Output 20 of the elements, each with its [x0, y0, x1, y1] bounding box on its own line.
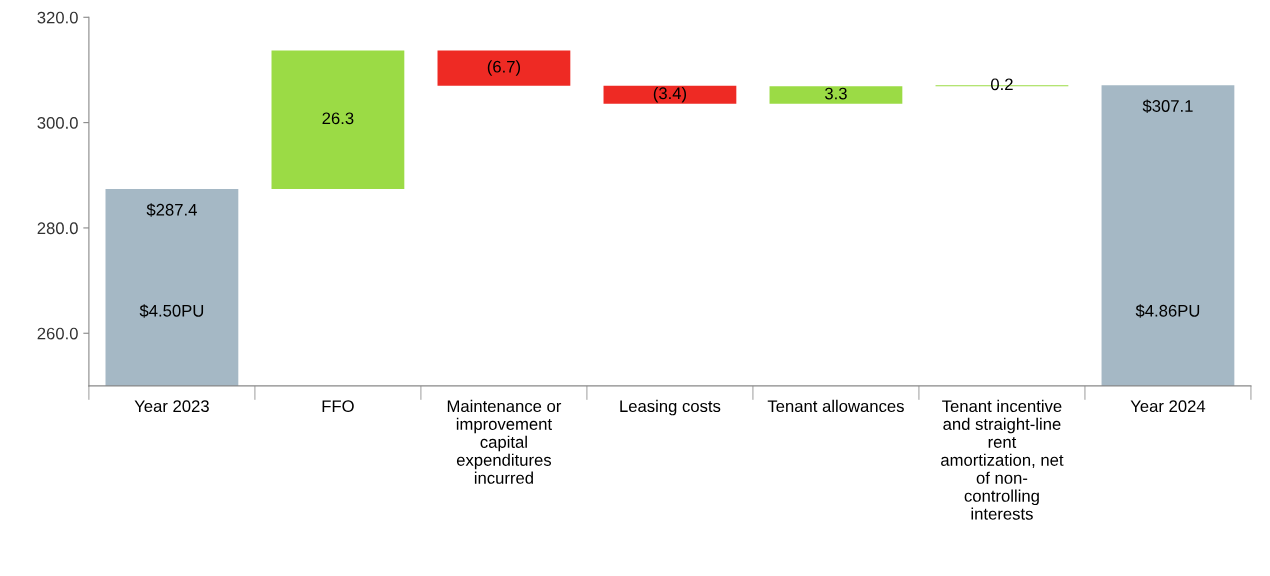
- x-tick-label: Leasing costs: [620, 399, 721, 416]
- data-label: (3.4): [653, 86, 687, 103]
- data-label: 26.3: [322, 112, 354, 125]
- annotation: $4.86PU: [1135, 304, 1200, 318]
- x-tick-label: Maintenance or improvement capital expenditures incurred: [447, 399, 562, 484]
- data-label: (6.7): [487, 60, 521, 76]
- data-label: $287.4: [146, 203, 197, 217]
- data-label: $307.1: [1142, 99, 1193, 113]
- x-tick-label: Tenant allowances: [767, 399, 904, 413]
- x-tick-label: Year 2024: [1130, 400, 1206, 413]
- y-tick-label: 280.0: [37, 222, 78, 235]
- data-label: 3.3: [824, 87, 847, 100]
- annotation: $4.50PU: [139, 304, 204, 318]
- x-tick-label: Tenant incentive and straight-line rent amortization, net of non-controlling interests: [941, 399, 1064, 520]
- y-tick-label: 300.0: [37, 117, 78, 129]
- x-tick-label: Year 2023: [134, 400, 209, 413]
- y-tick-label: 260.0: [37, 327, 78, 340]
- x-tick-label: FFO: [322, 400, 354, 413]
- y-tick-label: 320.0: [37, 11, 78, 24]
- data-label: 0.2: [991, 78, 1013, 91]
